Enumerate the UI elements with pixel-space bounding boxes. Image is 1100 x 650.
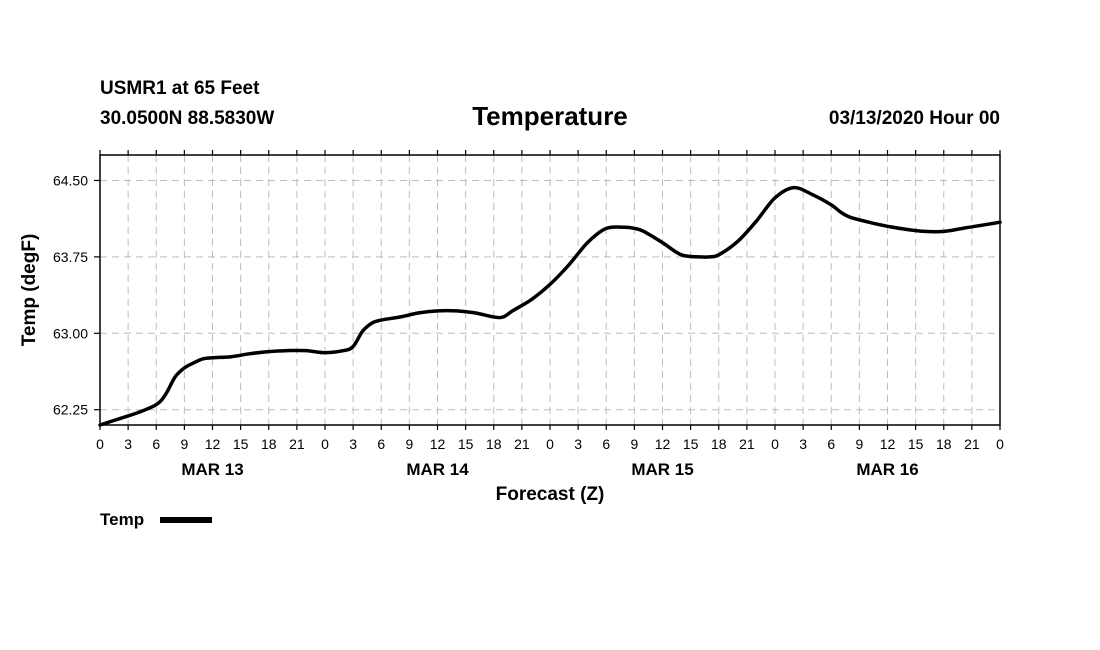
day-labels: MAR 13 MAR 14 MAR 15 MAR 16 — [181, 460, 918, 479]
x-tick-label: 15 — [458, 436, 474, 452]
x-tick-label: 12 — [655, 436, 671, 452]
x-tick-label: 3 — [124, 436, 132, 452]
y-tick-label: 62.25 — [53, 402, 88, 418]
coords-label: 30.0500N 88.5830W — [100, 108, 274, 129]
x-tick-label: 15 — [683, 436, 699, 452]
x-tick-label: 12 — [430, 436, 446, 452]
x-tick-label: 6 — [602, 436, 610, 452]
x-tick-label: 0 — [96, 436, 104, 452]
x-tick-label: 6 — [152, 436, 160, 452]
y-tick-label: 64.50 — [53, 172, 88, 188]
day-label: MAR 14 — [406, 460, 469, 479]
day-label: MAR 15 — [631, 460, 693, 479]
station-label: USMR1 at 65 Feet — [100, 78, 260, 99]
x-tick-label: 12 — [880, 436, 896, 452]
x-tick-label: 6 — [377, 436, 385, 452]
y-tick-label: 63.75 — [53, 249, 88, 265]
chart-title: Temperature — [472, 101, 628, 131]
x-tick-label: 21 — [964, 436, 980, 452]
x-tick-label: 0 — [996, 436, 1004, 452]
x-tick-label: 18 — [486, 436, 502, 452]
x-tick-label: 18 — [936, 436, 952, 452]
y-axis: 62.25 63.00 63.75 64.50 — [53, 172, 100, 418]
x-tick-label: 21 — [289, 436, 305, 452]
x-tick-label: 18 — [711, 436, 727, 452]
x-axis-title: Forecast (Z) — [496, 484, 605, 505]
x-tick-label: 15 — [233, 436, 249, 452]
x-tick-label: 15 — [908, 436, 924, 452]
legend: Temp — [100, 510, 212, 529]
x-tick-label: 9 — [630, 436, 638, 452]
legend-swatch — [160, 517, 212, 523]
run-time-label: 03/13/2020 Hour 00 — [829, 108, 1000, 129]
x-tick-label: 3 — [349, 436, 357, 452]
grid — [100, 155, 1000, 425]
x-tick-label: 0 — [321, 436, 329, 452]
x-tick-label: 0 — [771, 436, 779, 452]
day-label: MAR 13 — [181, 460, 243, 479]
legend-label: Temp — [100, 510, 144, 529]
x-tick-label: 9 — [855, 436, 863, 452]
temp-series-line — [98, 185, 1002, 427]
x-tick-label: 21 — [739, 436, 755, 452]
x-tick-label: 3 — [799, 436, 807, 452]
x-tick-label: 6 — [827, 436, 835, 452]
x-tick-label: 3 — [574, 436, 582, 452]
day-label: MAR 16 — [856, 460, 918, 479]
x-tick-label: 21 — [514, 436, 530, 452]
x-axis: 0 3 6 9 12 15 18 21 0 3 6 9 12 15 18 21 0 3 6 9 12 15 18 21 0 3 6 9… — [96, 150, 1004, 452]
x-tick-label: 12 — [205, 436, 221, 452]
y-tick-label: 63.00 — [53, 325, 88, 341]
x-tick-label: 18 — [261, 436, 277, 452]
x-tick-label: 9 — [180, 436, 188, 452]
y-axis-title: Temp (degF) — [19, 234, 40, 347]
x-tick-label: 0 — [546, 436, 554, 452]
x-tick-label: 9 — [405, 436, 413, 452]
